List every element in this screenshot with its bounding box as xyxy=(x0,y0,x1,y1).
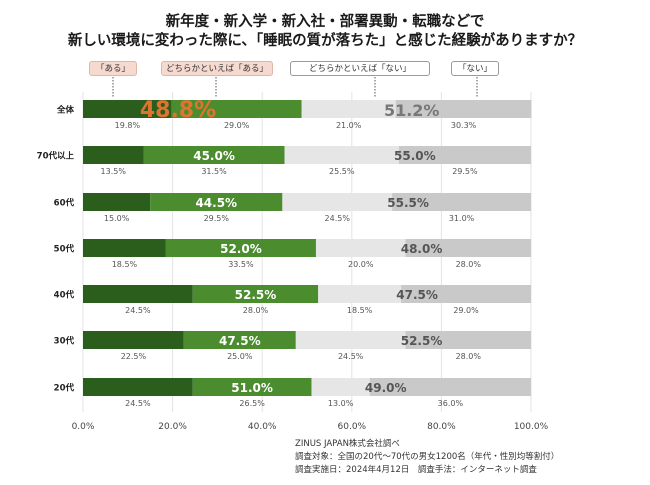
total-yes-label: 51.0% xyxy=(231,381,273,395)
segment-value-label: 24.5% xyxy=(325,214,351,223)
bar-segment xyxy=(83,285,193,303)
x-tick-label: 40.0% xyxy=(248,422,277,432)
bar-segment xyxy=(301,100,396,118)
total-no-label: 49.0% xyxy=(365,381,407,395)
x-tick-label: 80.0% xyxy=(427,422,456,432)
segment-value-label: 29.5% xyxy=(452,167,478,176)
source-line-3: 調査実施日：2024年4月12日 調査手法：インターネット調査 xyxy=(295,465,537,475)
segment-value-label: 28.0% xyxy=(243,306,269,315)
bar-segment xyxy=(83,378,193,396)
segment-value-label: 24.5% xyxy=(338,352,364,361)
bar-segment xyxy=(192,285,319,303)
chart-title-line2: 新しい環境に変わった際に、「睡眠の質が落ちた」と感じた経験がありますか？ xyxy=(67,33,583,49)
bar-segment xyxy=(284,146,399,164)
segment-value-label: 26.5% xyxy=(239,399,265,408)
segment-value-label: 13.0% xyxy=(328,399,354,408)
total-no-label: 47.5% xyxy=(396,288,438,302)
total-no-label: 51.2% xyxy=(384,101,440,120)
bar-segment xyxy=(405,239,531,257)
x-tick-label: 20.0% xyxy=(158,422,187,432)
bar-segment xyxy=(405,331,531,349)
total-no-label: 55.0% xyxy=(394,149,436,163)
segment-value-label: 30.3% xyxy=(451,121,477,130)
segment-value-label: 28.0% xyxy=(456,260,482,269)
segment-value-label: 36.0% xyxy=(438,399,464,408)
bar-segment xyxy=(143,146,285,164)
segment-value-label: 29.0% xyxy=(224,121,250,130)
category-label: 全体 xyxy=(56,105,75,116)
bar-segment xyxy=(395,100,532,118)
bar-segment xyxy=(315,239,406,257)
category-label: 40代 xyxy=(54,290,75,301)
total-no-label: 48.0% xyxy=(401,242,443,256)
category-label: 30代 xyxy=(54,336,75,347)
segment-value-label: 22.5% xyxy=(121,352,147,361)
bar-segment xyxy=(318,285,402,303)
bar-segment xyxy=(295,331,406,349)
segment-value-label: 19.8% xyxy=(115,121,141,130)
total-yes-label: 52.5% xyxy=(235,288,277,302)
bar-segment xyxy=(165,239,316,257)
x-tick-label: 60.0% xyxy=(338,422,367,432)
chart-title-line1: 新年度・新入学・新入社・部署異動・転職などで xyxy=(165,14,485,30)
bar-segment xyxy=(83,193,151,211)
segment-value-label: 25.5% xyxy=(329,167,355,176)
legend-item-aru: 「ある」 xyxy=(89,61,137,76)
segment-value-label: 29.5% xyxy=(204,214,230,223)
segment-value-label: 18.5% xyxy=(112,260,138,269)
segment-value-label: 24.5% xyxy=(125,399,151,408)
bar-segment xyxy=(369,378,531,396)
x-tick-label: 100.0% xyxy=(514,422,549,432)
total-no-label: 52.5% xyxy=(401,334,443,348)
bar-segment xyxy=(282,193,393,211)
bar-segment xyxy=(311,378,370,396)
bar-segment xyxy=(392,193,531,211)
bar-segment xyxy=(83,146,144,164)
segment-value-label: 24.5% xyxy=(125,306,151,315)
source-line-2: 調査対象：全国の20代～70代の男女1200名（年代・性別均等割付） xyxy=(295,452,560,462)
source-line-1: ZINUS JAPAN株式会社調べ xyxy=(295,439,400,449)
segment-value-label: 25.0% xyxy=(227,352,253,361)
total-yes-label: 52.0% xyxy=(220,242,262,256)
bar-segment xyxy=(183,331,296,349)
bar-segment xyxy=(398,146,531,164)
segment-value-label: 20.0% xyxy=(348,260,374,269)
segment-value-label: 15.0% xyxy=(104,214,130,223)
bar-segment xyxy=(83,331,184,349)
segment-value-label: 13.5% xyxy=(101,167,127,176)
category-label: 70代以上 xyxy=(37,151,75,162)
segment-value-label: 29.0% xyxy=(453,306,479,315)
total-yes-label: 44.5% xyxy=(195,196,237,210)
segment-value-label: 21.0% xyxy=(336,121,362,130)
total-yes-label: 48.8% xyxy=(140,98,216,123)
category-label: 20代 xyxy=(54,383,75,394)
segment-value-label: 31.0% xyxy=(449,214,475,223)
segment-value-label: 33.5% xyxy=(228,260,254,269)
bar-segment xyxy=(83,100,172,118)
category-label: 50代 xyxy=(54,244,75,255)
segment-value-label: 18.5% xyxy=(347,306,373,315)
x-tick-label: 0.0% xyxy=(72,422,95,432)
bar-segment xyxy=(83,239,166,257)
segment-value-label: 28.0% xyxy=(456,352,482,361)
total-yes-label: 47.5% xyxy=(219,334,261,348)
bar-segment xyxy=(150,193,283,211)
legend-item-dochira-aru: どちらかといえば「ある」 xyxy=(161,61,273,76)
bar-segment xyxy=(171,100,302,118)
total-no-label: 55.5% xyxy=(387,196,429,210)
legend-item-nai: 「ない」 xyxy=(451,61,499,76)
segment-value-label: 31.5% xyxy=(201,167,227,176)
total-yes-label: 45.0% xyxy=(193,149,235,163)
category-label: 60代 xyxy=(54,198,75,209)
bar-segment xyxy=(192,378,312,396)
legend-item-dochira-nai: どちらかといえば「ない」 xyxy=(290,61,430,76)
bar-segment xyxy=(401,285,531,303)
